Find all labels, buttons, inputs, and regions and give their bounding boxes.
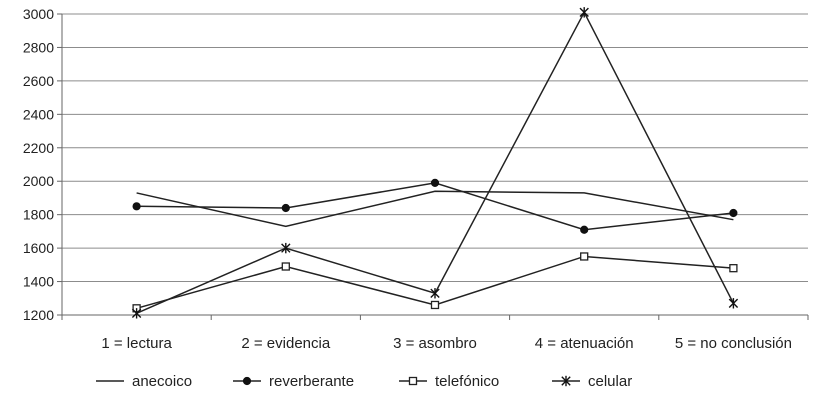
series-line [136,190,734,228]
series-line [136,182,734,231]
x-tick-label: 1 = lectura [101,335,172,352]
data-point [281,242,291,254]
y-tick-label: 2800 [23,39,54,55]
y-tick-label: 1400 [23,274,54,290]
data-point [132,202,141,211]
y-tick-label: 2400 [23,106,54,122]
series-line [136,255,734,310]
data-point [430,300,440,310]
series-telefonico [132,252,738,313]
data-point [580,252,589,261]
y-tick-label: 1600 [23,240,54,256]
y-tick-label: 2600 [23,73,54,89]
legend-item: anecoico [96,373,192,390]
data-point [580,225,589,234]
gridlines [62,13,808,316]
legend-label: telefónico [435,373,499,390]
y-tick-label: 1200 [23,307,54,323]
legend-marker [561,375,571,387]
y-tick-label: 1800 [23,207,54,223]
data-point [728,298,739,309]
series-group [131,7,739,319]
y-axis: 1200 1400 1600 1800 2000 2200 2400 2600 2800 3000 [23,6,63,323]
data-point [579,7,589,18]
series-anecoico [136,190,734,228]
data-point [430,178,440,187]
legend-label: anecoico [132,373,192,390]
legend: anecoico reverberante telefónico celular [96,373,632,390]
legend-marker [408,376,418,386]
x-axis: 1 = lectura 2 = evidencia 3 = asombro 4 = a… [61,314,809,352]
y-tick-label: 2000 [23,173,54,189]
y-tick-label: 3000 [23,6,54,22]
x-tick-label: 3 = asombro [393,335,477,352]
data-point [281,262,290,271]
legend-item: celular [552,373,632,390]
series-line [136,10,735,315]
data-point [131,308,142,319]
legend-label: celular [588,373,632,390]
y-tick-label: 2200 [23,140,54,156]
x-tick-label: 2 = evidencia [241,335,330,352]
legend-marker [242,376,252,386]
legend-item: reverberante [233,373,354,390]
data-point [430,288,440,299]
series-celular [131,7,739,319]
data-point [729,264,738,273]
x-tick-label: 5 = no conclusión [675,335,792,352]
legend-label: reverberante [269,373,354,390]
legend-item: telefónico [399,373,499,390]
data-point [729,208,738,218]
x-tick-label: 4 = atenuación [535,335,634,352]
data-point [281,203,290,213]
series-reverberante [132,178,738,234]
